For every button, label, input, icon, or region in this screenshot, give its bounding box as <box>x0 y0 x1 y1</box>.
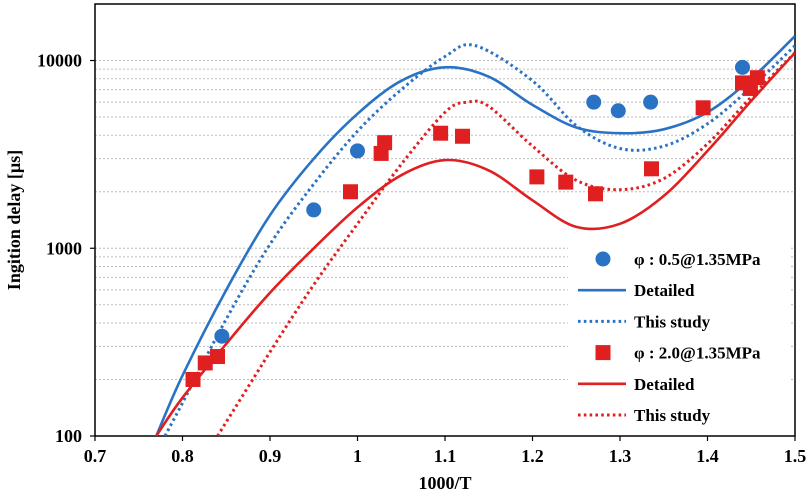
x-tick-label: 1.4 <box>696 446 719 466</box>
legend: φ : 0.5@1.35MPa Detailed This study φ : 2.0… <box>568 238 790 428</box>
data-point-square <box>185 371 201 387</box>
data-point-circle <box>735 59 750 75</box>
x-tick-label: 1.1 <box>434 446 457 466</box>
data-point-square <box>377 135 393 151</box>
gridlines <box>95 60 795 380</box>
data-point-circle <box>350 143 365 159</box>
data-point-square <box>197 355 213 371</box>
series-layer <box>155 35 795 436</box>
legend-label: This study <box>634 406 711 425</box>
data-point-circle <box>306 202 322 218</box>
y-axis-label: Ingition delay [µs] <box>4 150 24 290</box>
legend-circle-marker <box>595 251 611 267</box>
data-point-square <box>644 161 659 177</box>
data-point-circle <box>643 94 659 110</box>
x-tick-label: 1.5 <box>784 446 807 466</box>
data-point-square <box>529 169 545 185</box>
data-point-square <box>558 174 574 190</box>
data-point-square <box>695 100 711 116</box>
data-point-square <box>433 125 449 141</box>
marker-series-group <box>185 59 765 387</box>
data-point-square <box>343 184 358 200</box>
x-tick-label: 0.9 <box>259 446 282 466</box>
y-tick-label: 100 <box>55 426 82 446</box>
legend-label: Detailed <box>634 375 695 394</box>
data-point-circle <box>214 328 230 344</box>
data-point-circle <box>610 103 626 119</box>
x-tick-label: 1 <box>353 446 362 466</box>
red-detailed-line <box>155 51 795 436</box>
line-series-group <box>155 35 795 436</box>
legend-label: φ : 2.0@1.35MPa <box>634 344 761 363</box>
legend-background <box>568 238 790 428</box>
x-tick-label: 1.3 <box>609 446 632 466</box>
x-axis-label: 1000/T <box>418 473 471 493</box>
x-tick-label: 1.2 <box>521 446 544 466</box>
legend-square-marker <box>595 345 611 361</box>
legend-label: This study <box>634 312 711 331</box>
data-point-square <box>455 128 470 144</box>
data-point-square <box>210 349 225 365</box>
y-tick-label: 1000 <box>46 238 82 258</box>
data-point-circle <box>586 94 602 110</box>
x-axis-ticks: 0.7 0.8 0.9 1 1.1 1.2 1.3 1.4 1.5 <box>84 436 807 466</box>
x-tick-label: 0.8 <box>171 446 194 466</box>
data-point-square <box>749 70 765 86</box>
blue-detailed-line <box>155 35 795 436</box>
legend-label: φ : 0.5@1.35MPa <box>634 250 761 269</box>
data-point-square <box>588 186 603 202</box>
x-tick-label: 0.7 <box>84 446 107 466</box>
y-axis-ticks: 100 1000 10000 <box>37 51 95 446</box>
legend-label: Detailed <box>634 281 695 300</box>
y-tick-label: 10000 <box>37 51 82 71</box>
